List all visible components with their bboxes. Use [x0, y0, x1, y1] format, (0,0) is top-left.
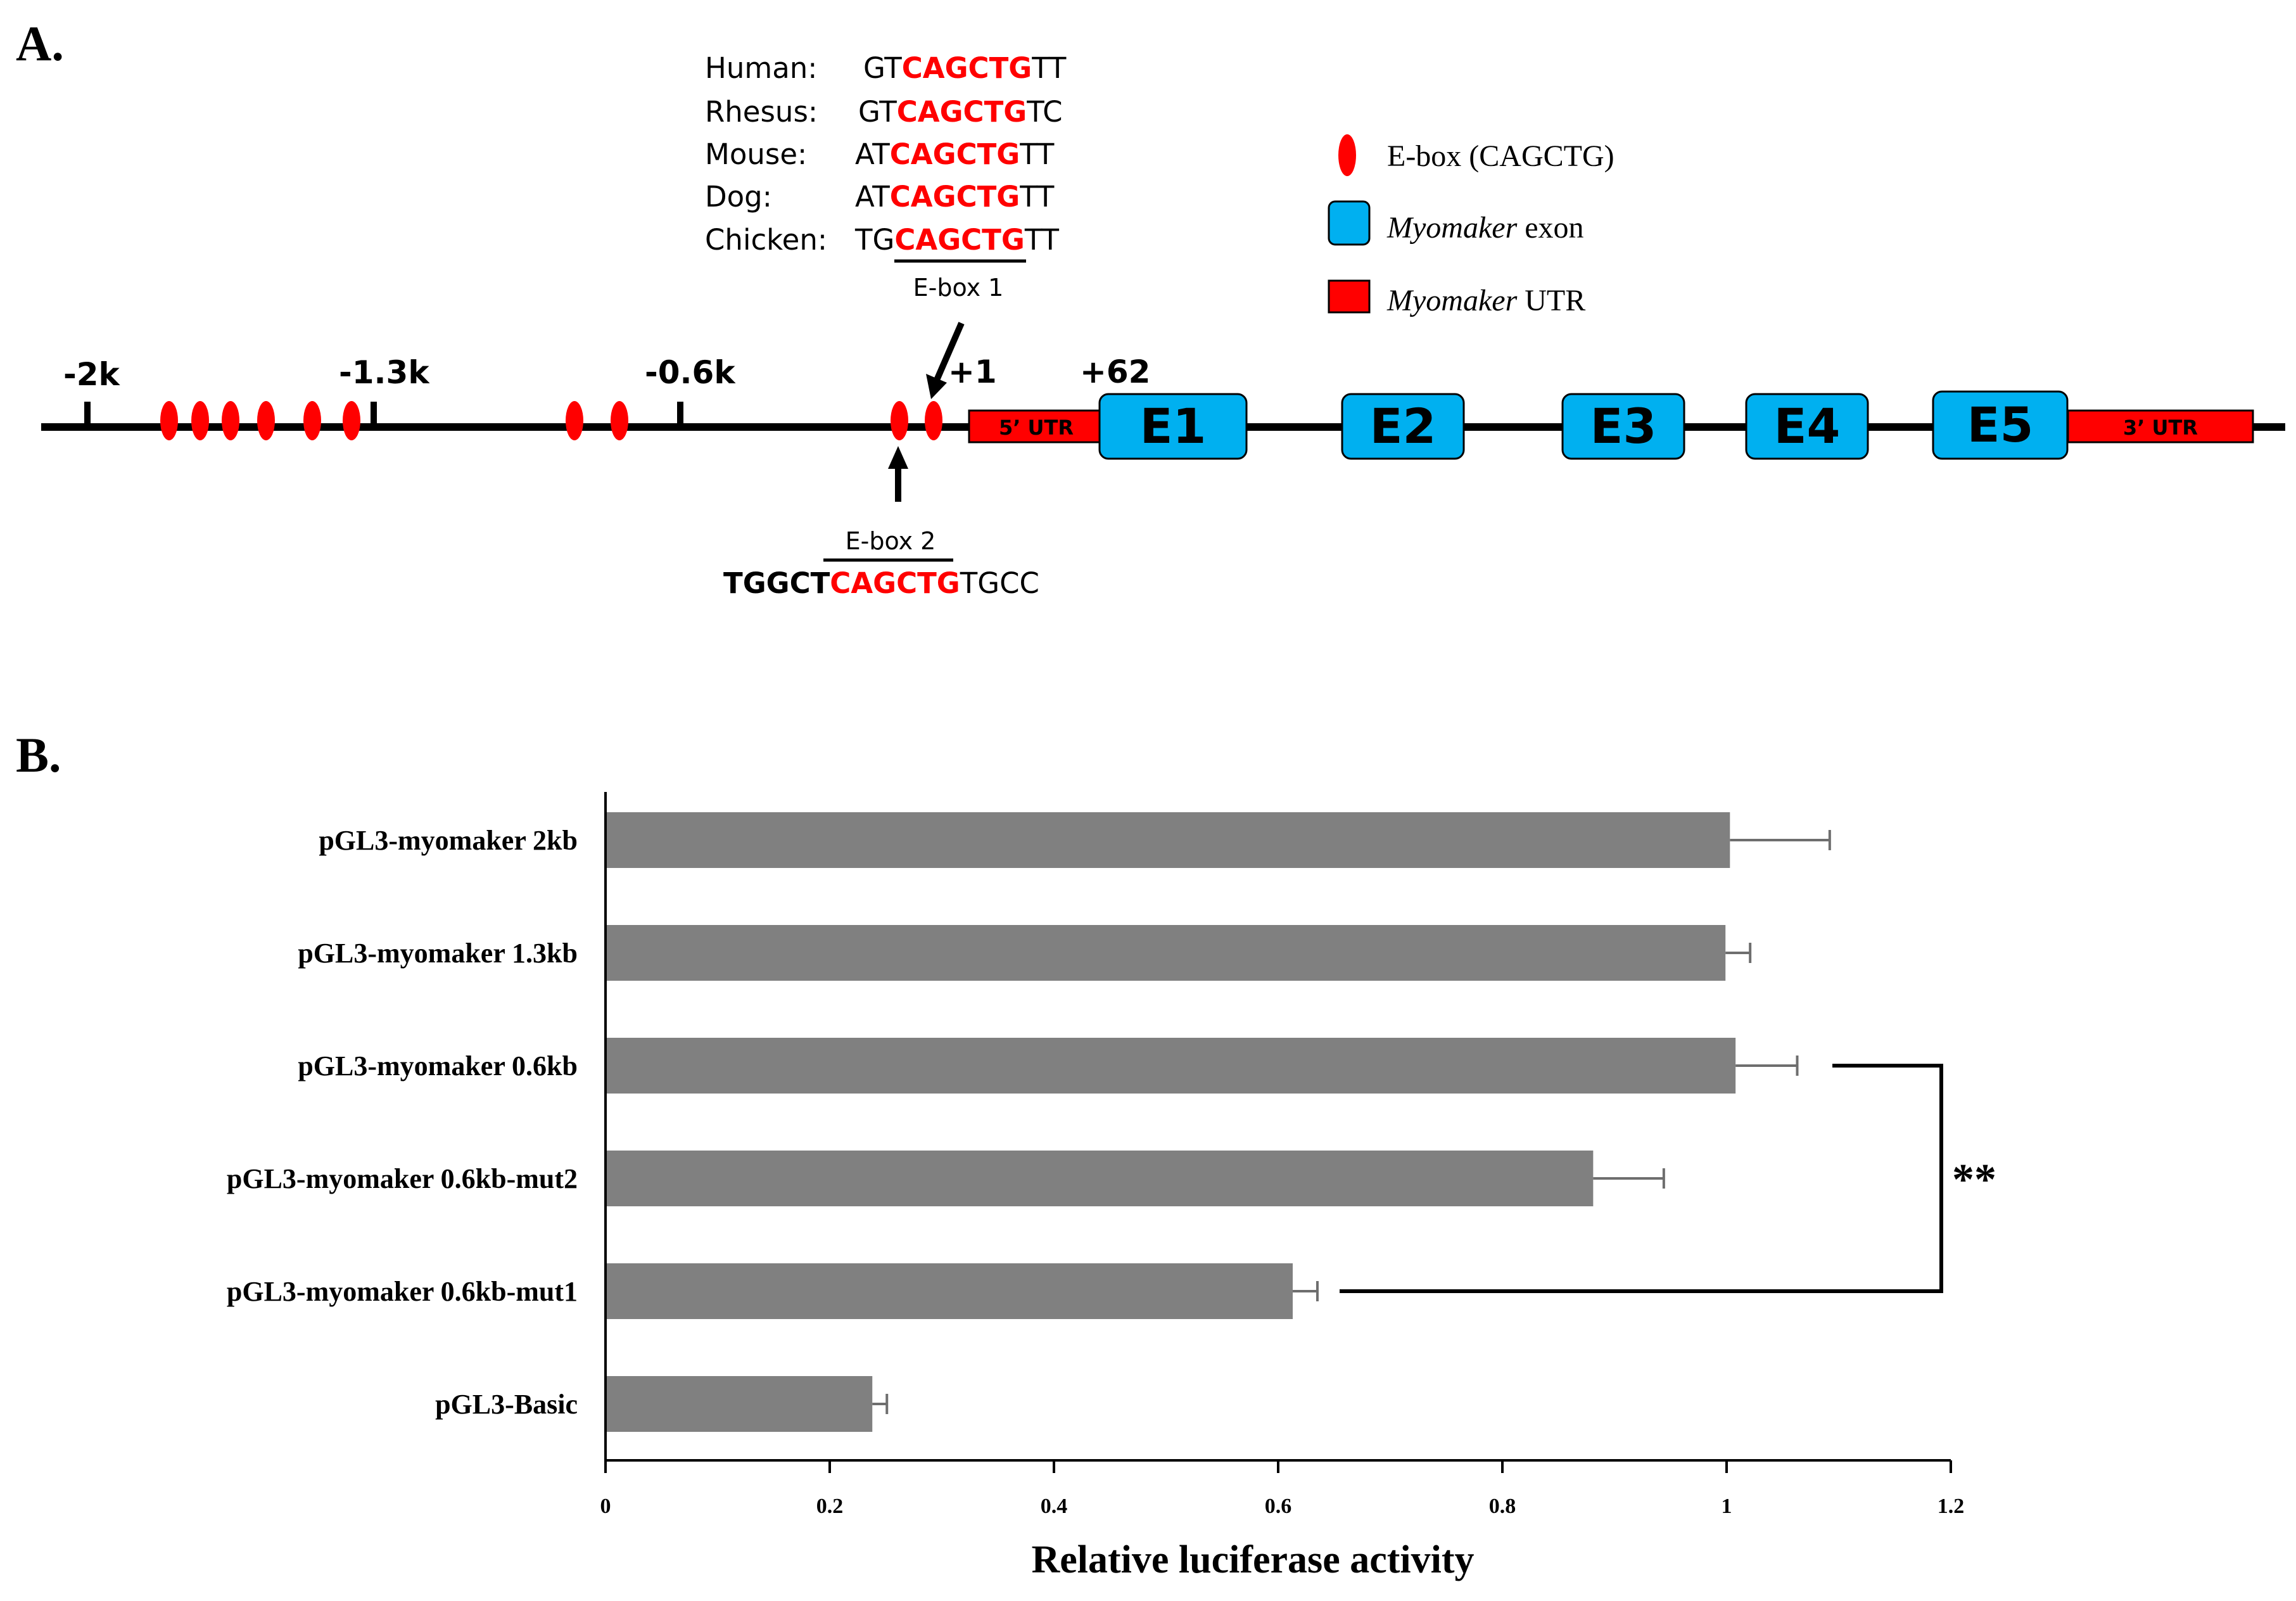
exon-e1: [1098, 393, 1248, 460]
legend-ebox-label: E-box (CAGCTG): [1387, 139, 1614, 173]
category-label-1: pGL3-myomaker 1.3kb: [298, 938, 578, 969]
utr-5prime-label: 5’ UTR: [999, 416, 1074, 440]
ebox-site: [257, 401, 275, 440]
exon-e3-label: E3: [1590, 398, 1657, 454]
panel-a-label: A.: [16, 16, 64, 71]
bar-chart: pGL3-myomaker 2kb pGL3-myomaker 1.3kb pGL3…: [227, 792, 1996, 1581]
legend-utr-label: Myomaker UTR: [1386, 284, 1585, 317]
sequence-rhesus: GTCAGCTGTC: [858, 95, 1063, 129]
ebox-site: [303, 401, 321, 440]
sequence-dog: ATCAGCTGTT: [855, 180, 1055, 214]
exon-e2-label: E2: [1370, 398, 1437, 454]
exon-e1-label: E1: [1140, 398, 1207, 454]
ebox-1-site: [925, 401, 942, 440]
utr-5prime: [968, 409, 1105, 443]
tick-label-1.3k: -1.3k: [339, 354, 430, 391]
significance-bracket: [1340, 1064, 1943, 1293]
ebox2-arrowhead: [888, 446, 908, 469]
tick-label-plus62: +62: [1080, 354, 1150, 390]
ebox-site: [191, 401, 209, 440]
x-tick-label-1: 0.2: [816, 1495, 844, 1518]
legend: E-box (CAGCTG) Myomaker exon Myomaker UT…: [1328, 134, 1614, 317]
sequence-chicken: TGCAGCTGTT: [854, 223, 1060, 257]
exon-e5: [1932, 390, 2069, 460]
x-tick-label-3: 0.6: [1265, 1495, 1292, 1518]
legend-ebox-marker: [1338, 134, 1356, 176]
utr-3prime: [2067, 409, 2254, 443]
bar-3: [606, 1151, 1594, 1206]
utr-3prime-label: 3’ UTR: [2123, 416, 2198, 440]
significance-marker: **: [1952, 1156, 1996, 1204]
category-label-4: pGL3-myomaker 0.6kb-mut1: [227, 1276, 578, 1307]
bar-5: [606, 1376, 873, 1432]
species-name-mouse: Mouse:: [705, 137, 807, 171]
ebox-site: [343, 401, 360, 440]
ebox-2-site: [891, 401, 908, 440]
ebox2-label: E-box 2: [846, 527, 936, 555]
legend-exon-label: Myomaker exon: [1386, 211, 1584, 245]
category-label-2: pGL3-myomaker 0.6kb: [298, 1050, 578, 1081]
exon-e3: [1561, 393, 1685, 460]
bar-1: [606, 925, 1726, 981]
bar-2: [606, 1038, 1736, 1094]
category-label-0: pGL3-myomaker 2kb: [319, 825, 578, 856]
species-name-dog: Dog:: [705, 180, 772, 214]
x-tick-label-4: 0.8: [1489, 1495, 1516, 1518]
x-axis-label: Relative luciferase activity: [1032, 1538, 1475, 1581]
sequence-human: GTCAGCTGTT: [863, 51, 1067, 85]
category-label-5: pGL3-Basic: [435, 1389, 578, 1420]
legend-utr-swatch: [1328, 279, 1371, 314]
ebox1-arrow: [933, 322, 965, 383]
ebox1-label: E-box 1: [913, 274, 1004, 302]
species-name-human: Human:: [705, 51, 817, 85]
exon-e4: [1745, 393, 1869, 460]
category-label-3: pGL3-myomaker 0.6kb-mut2: [227, 1163, 578, 1194]
ebox2-sequence: TGGCTCAGCTGTGCC: [723, 566, 1039, 600]
x-tick-label-6: 1.2: [1938, 1495, 1965, 1518]
legend-exon-swatch: [1328, 200, 1371, 246]
species-name-rhesus: Rhesus:: [705, 95, 818, 129]
panel-b-label: B.: [16, 727, 61, 782]
x-tick-label-2: 0.4: [1041, 1495, 1068, 1518]
species-name-chicken: Chicken:: [705, 223, 827, 257]
ebox-site: [160, 401, 178, 440]
ebox1-arrowhead: [926, 374, 947, 399]
species-alignment: Human: GTCAGCTGTT Rhesus: GTCAGCTGTC Mou…: [705, 51, 1067, 257]
bar-0: [606, 812, 1730, 868]
bar-4: [606, 1263, 1293, 1319]
exon-e4-label: E4: [1774, 398, 1841, 454]
ebox-site: [222, 401, 239, 440]
x-tick-label-0: 0: [600, 1495, 611, 1518]
ebox-site: [611, 401, 628, 440]
tick-label-0.6k: -0.6k: [645, 354, 736, 391]
ebox-site: [566, 401, 583, 440]
sequence-mouse: ATCAGCTGTT: [855, 137, 1055, 171]
x-tick-label-5: 1: [1722, 1495, 1732, 1518]
gene-structure: -2k -1.3k -0.6k +1 +62 5’ UTR 3’ UTR: [41, 322, 2285, 600]
exon-e5-label: E5: [1967, 397, 2034, 453]
exon-e2: [1341, 393, 1465, 460]
tick-label-2k: -2k: [63, 356, 121, 393]
tick-label-plus1: +1: [948, 354, 997, 390]
